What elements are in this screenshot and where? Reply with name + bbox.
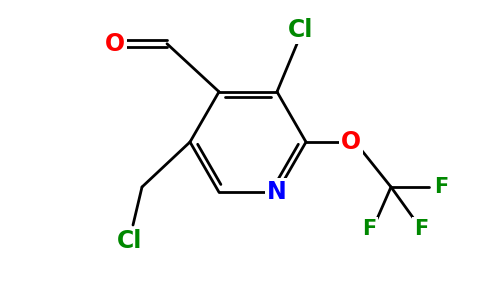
Text: F: F [434, 177, 448, 197]
Text: N: N [267, 180, 287, 204]
Text: Cl: Cl [288, 18, 314, 42]
Text: O: O [105, 32, 125, 56]
Text: F: F [362, 219, 376, 239]
Text: O: O [341, 130, 361, 154]
Text: F: F [414, 219, 428, 239]
Text: Cl: Cl [117, 229, 143, 253]
